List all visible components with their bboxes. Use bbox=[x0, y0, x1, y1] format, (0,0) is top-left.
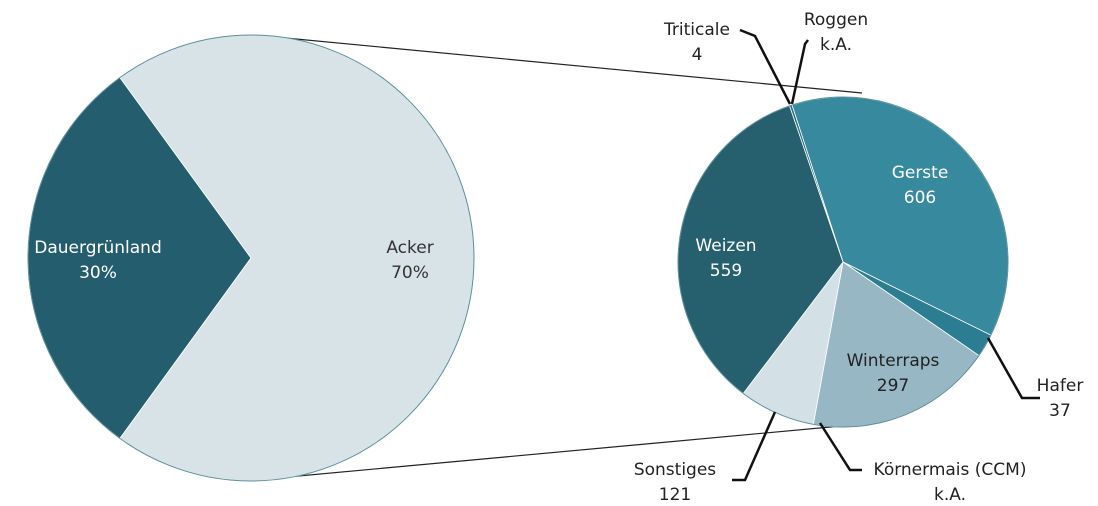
slice-label: Sonstiges bbox=[634, 460, 716, 480]
slice-label: Winterraps bbox=[847, 351, 940, 371]
pie bbox=[27, 34, 475, 482]
pie-outline bbox=[27, 34, 475, 482]
callout-line bbox=[790, 39, 809, 105]
slice-value-label: 121 bbox=[659, 485, 691, 505]
slice-value-label: 37 bbox=[1049, 401, 1071, 421]
slice-label: Hafer bbox=[1037, 376, 1084, 396]
slice-value-label: k.A. bbox=[934, 485, 966, 505]
slice-label: Gerste bbox=[892, 163, 949, 183]
callout-line bbox=[739, 28, 792, 105]
slice-value-label: 4 bbox=[692, 45, 703, 65]
connector-line bbox=[254, 424, 853, 481]
slice-label: Körnermais (CCM) bbox=[874, 460, 1027, 480]
pie-outline bbox=[677, 96, 1009, 428]
slice-label: Dauergrünland bbox=[34, 238, 161, 258]
slice-label: Weizen bbox=[695, 236, 756, 256]
slice-label: Roggen bbox=[804, 10, 868, 30]
slice-value-label: 606 bbox=[904, 188, 936, 208]
slice-value-label: 70% bbox=[391, 263, 429, 283]
pie bbox=[677, 96, 1009, 428]
slice-label: Acker bbox=[386, 238, 433, 258]
slice-value-label: k.A. bbox=[820, 35, 852, 55]
connector-line bbox=[274, 36, 863, 94]
slice-value-label: 559 bbox=[710, 261, 742, 281]
slice-value-label: 297 bbox=[877, 376, 909, 396]
callout-line bbox=[732, 411, 777, 482]
callout-line bbox=[818, 422, 862, 472]
callout-line bbox=[986, 337, 1040, 400]
slice-value-label: 30% bbox=[79, 263, 117, 283]
slice-label: Triticale bbox=[663, 20, 730, 40]
